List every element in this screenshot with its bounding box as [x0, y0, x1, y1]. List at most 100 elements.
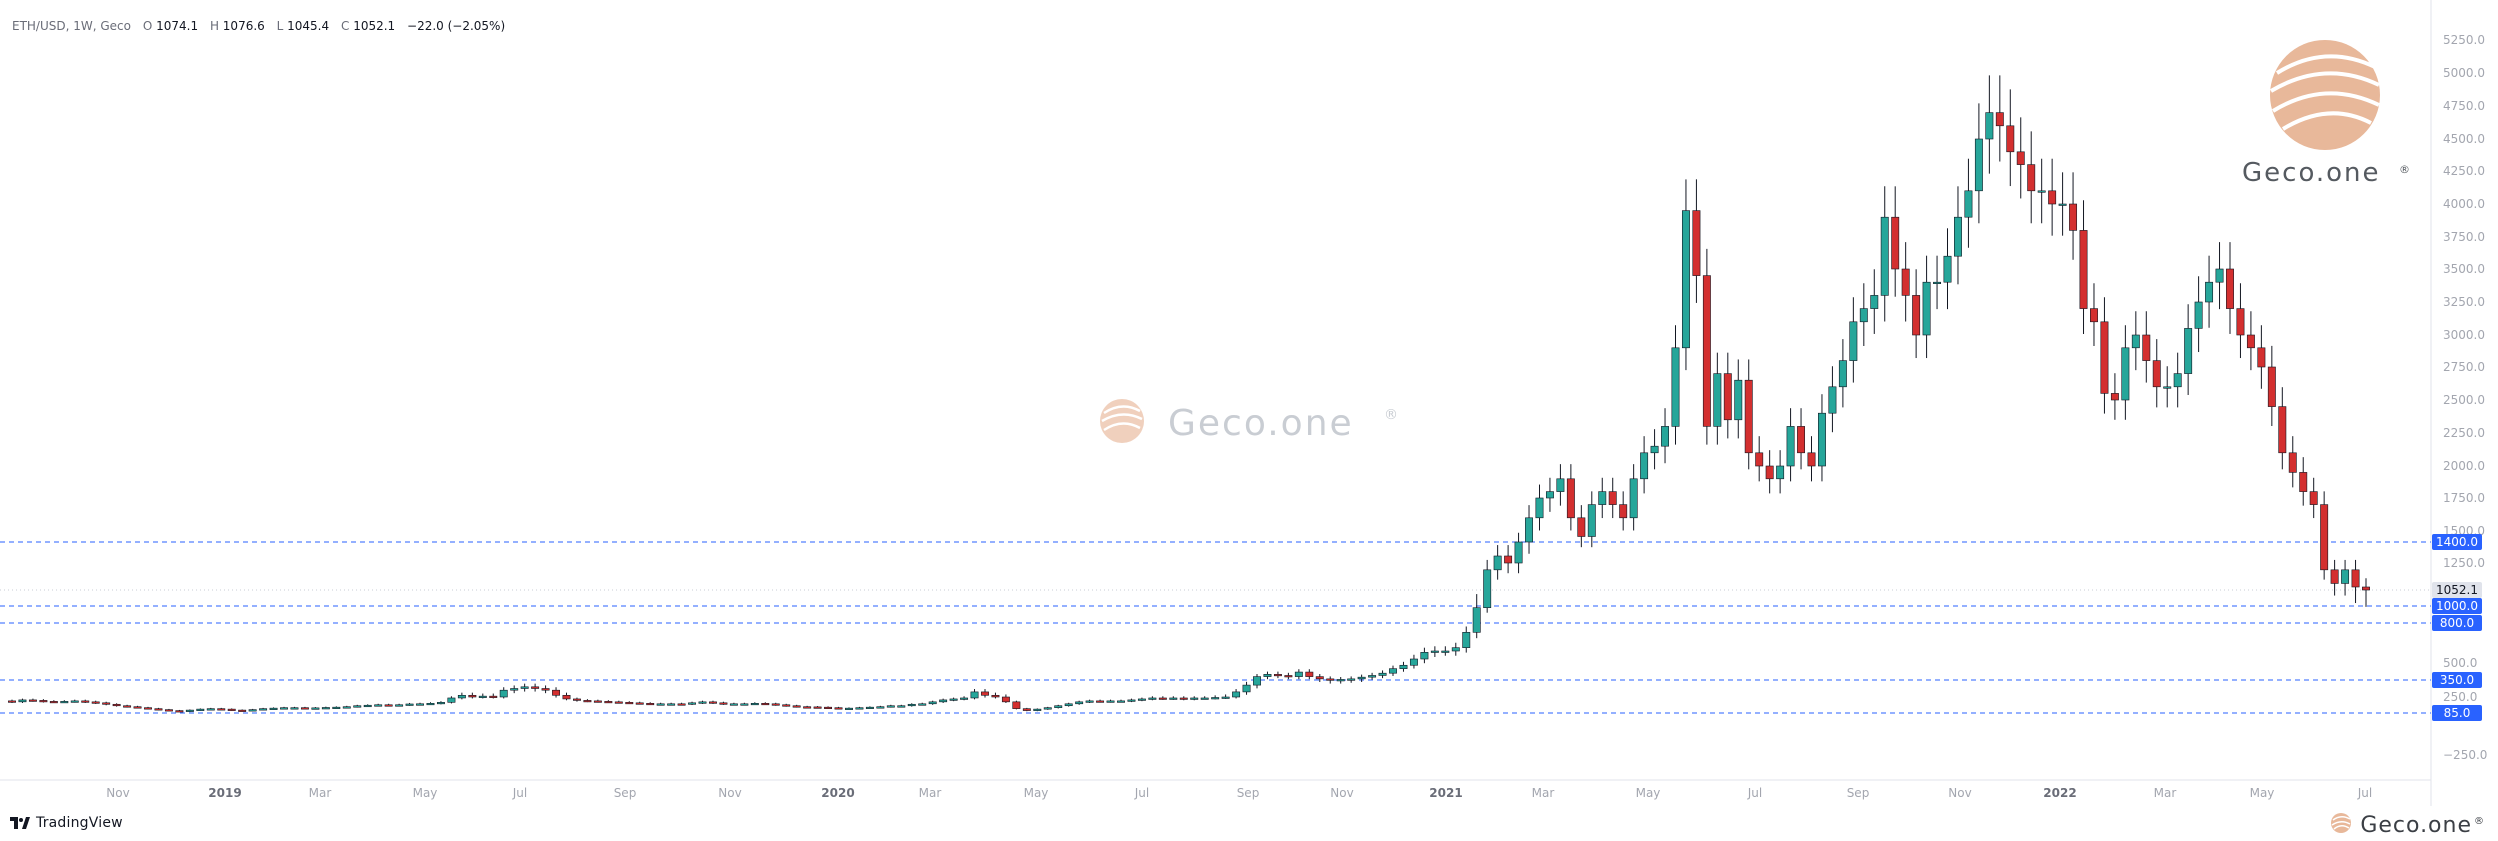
logo-registered: ® [2399, 163, 2410, 176]
candle-body [1242, 684, 1251, 693]
candle [1441, 646, 1450, 656]
candle-body [750, 703, 759, 706]
candle-body [342, 706, 351, 709]
tradingview-icon [10, 817, 30, 829]
candle-body [824, 706, 833, 709]
candle-body [667, 703, 676, 706]
candle-body [1734, 379, 1743, 421]
x-tick-label: Jul [1747, 786, 1762, 800]
candle-body [164, 709, 173, 712]
candle [876, 705, 885, 709]
candle [677, 702, 686, 706]
candle-body [49, 701, 58, 704]
candle [457, 692, 466, 700]
candle-body [1137, 698, 1146, 701]
candle [2299, 457, 2308, 506]
candle-body [719, 702, 728, 705]
candle-body [981, 691, 989, 696]
candle-body [102, 702, 111, 705]
candle [572, 697, 581, 702]
candle [2246, 311, 2255, 371]
candle-body [1357, 676, 1366, 680]
candle [1127, 698, 1136, 703]
candle-body [2215, 268, 2224, 283]
candle-body [2152, 360, 2161, 388]
candle-body [1033, 708, 1042, 711]
candle-body [416, 703, 424, 706]
candle [1294, 669, 1303, 680]
candle-body [259, 708, 268, 711]
candle-body [991, 694, 1000, 698]
candle [2330, 559, 2339, 596]
candle [2069, 172, 2078, 260]
candle-body [2079, 230, 2088, 309]
candle [1786, 408, 1795, 482]
candle [761, 702, 770, 706]
candle-body [572, 698, 581, 701]
candle [49, 700, 58, 704]
candle-body [2058, 203, 2067, 206]
candle [991, 692, 1000, 699]
legend-change: −22.0 (−2.05%) [407, 19, 505, 33]
tradingview-logo[interactable]: TradingView [10, 815, 123, 831]
x-tick-label: Nov [1330, 786, 1353, 800]
y-tick-label: 4250.0 [2443, 164, 2485, 178]
candle-body [1995, 112, 2004, 127]
candle-body [698, 701, 707, 704]
candle-body [1870, 295, 1879, 309]
candle [28, 698, 37, 702]
candle [1148, 696, 1157, 701]
candle [2079, 200, 2088, 334]
candle [426, 702, 435, 706]
candle [886, 704, 895, 708]
candle [1933, 255, 1942, 310]
candle [2027, 131, 2036, 224]
candle [1420, 647, 1429, 664]
candle [1608, 477, 1617, 519]
candle-body [18, 699, 27, 703]
candle-body [280, 707, 288, 710]
candle-body [876, 706, 885, 709]
legend-high-label: H [210, 19, 219, 33]
candle [2110, 373, 2119, 420]
x-tick-label: Nov [106, 786, 129, 800]
candle [646, 702, 655, 706]
candle [1985, 75, 1994, 174]
candle-body [1786, 426, 1795, 467]
legend-symbol: ETH/USD, 1W, Geco [12, 19, 131, 33]
candle [1723, 352, 1732, 439]
candle [1305, 669, 1314, 680]
candle [1263, 671, 1272, 680]
candle [374, 703, 383, 707]
candle-body [436, 702, 445, 705]
candlestick-chart[interactable]: Geco.one ® Geco.one ® 5250.0 5000.0 4750.0… [0, 0, 2498, 806]
candle [1378, 670, 1387, 679]
candle [771, 702, 780, 706]
candle-body [8, 700, 16, 703]
candle [719, 701, 728, 705]
candle [2351, 559, 2360, 604]
candle [332, 706, 341, 709]
candle [614, 700, 623, 704]
candle-body [2246, 334, 2255, 349]
candle [792, 704, 801, 708]
candle [269, 707, 278, 710]
candle [1472, 594, 1481, 639]
y-tick-label: 5250.0 [2443, 33, 2485, 47]
candle-body [1964, 190, 1973, 218]
level-badge-label: 800.0 [2440, 616, 2474, 630]
candle [2309, 477, 2318, 519]
candle-body [677, 703, 686, 706]
candle [1995, 75, 2004, 162]
candle-body [1420, 652, 1429, 660]
candle-body [1514, 541, 1523, 564]
candle [1681, 179, 1690, 371]
candle-body [384, 704, 393, 707]
candle-body [175, 710, 184, 713]
candle-body [1943, 255, 1952, 283]
candle-body [886, 705, 895, 708]
candle [1483, 559, 1492, 613]
candle-body [39, 700, 48, 703]
candle-body [1305, 671, 1314, 677]
